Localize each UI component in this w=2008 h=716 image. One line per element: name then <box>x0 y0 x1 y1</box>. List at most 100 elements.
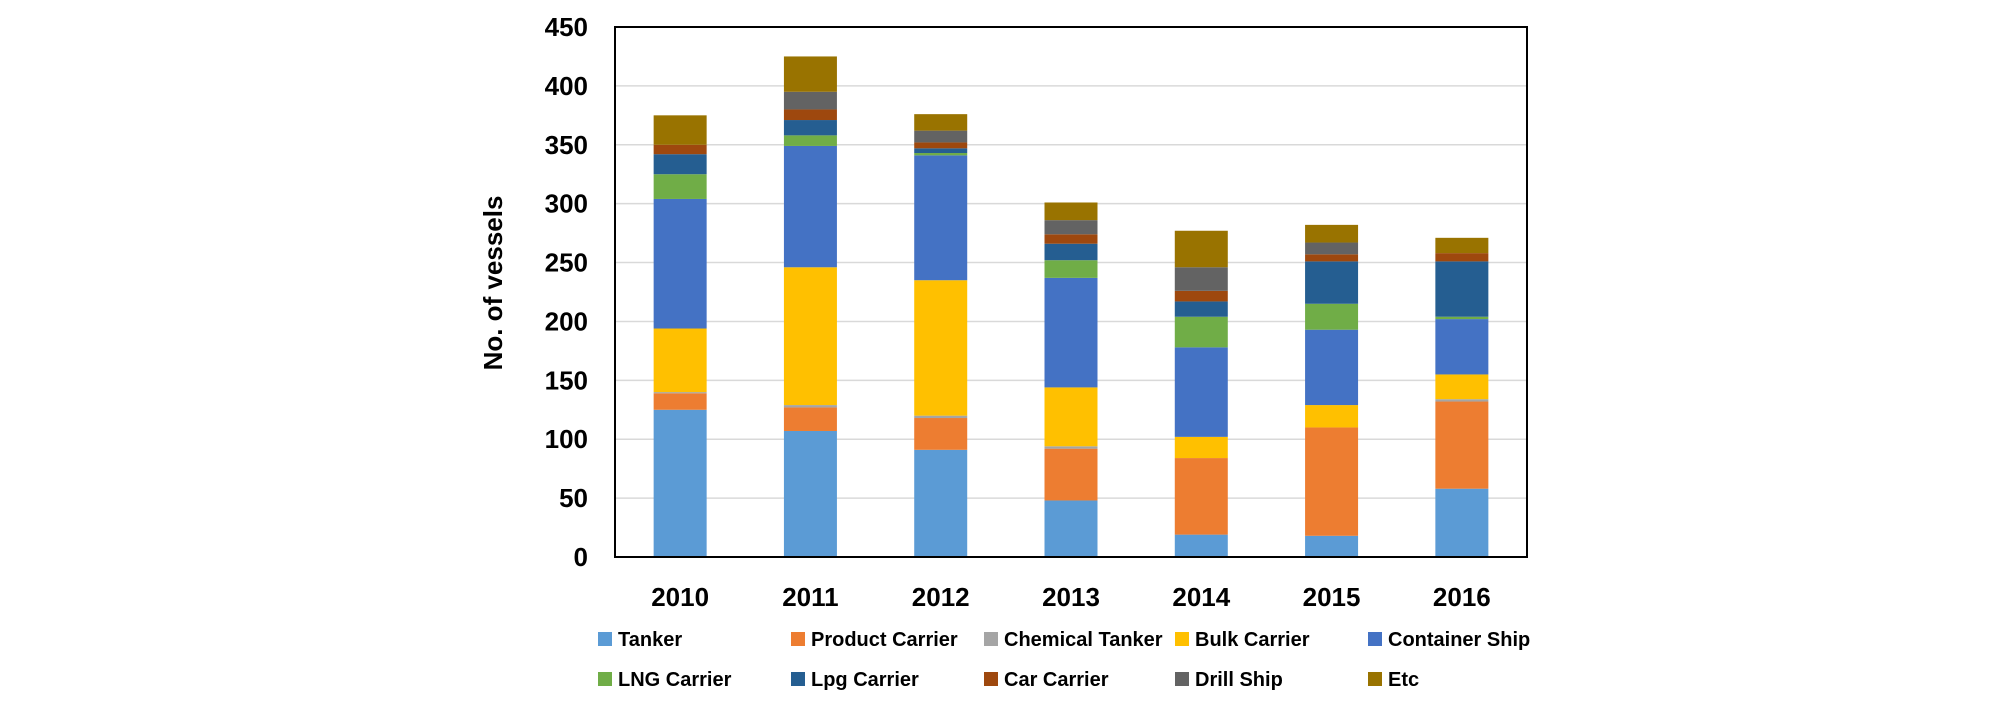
legend-swatch <box>598 672 612 686</box>
bar-segment-etc <box>1435 237 1489 254</box>
bar-segment-etc <box>1305 224 1359 243</box>
bar-segment-drill-ship <box>1044 220 1098 235</box>
bar-segment-container-ship <box>1174 347 1228 437</box>
bar-segment-lng-carrier <box>1174 316 1228 348</box>
legend-label: Container Ship <box>1388 629 1530 651</box>
bar-segment-tanker <box>914 449 968 557</box>
legend-label: Chemical Tanker <box>1004 629 1163 651</box>
bar-segment-lpg-carrier <box>1044 243 1098 261</box>
y-axis-title: No. of vessels <box>478 196 508 371</box>
legend-swatch <box>791 672 805 686</box>
bar-segment-car-carrier <box>1044 234 1098 244</box>
x-tick-label: 2013 <box>1042 582 1100 612</box>
bar-segment-tanker <box>1435 488 1489 557</box>
bar-segment-etc <box>783 56 837 92</box>
y-tick-label: 350 <box>545 130 588 160</box>
y-tick-label: 400 <box>545 71 588 101</box>
bar-segment-car-carrier <box>653 144 707 155</box>
bar-segment-product-carrier <box>914 418 968 450</box>
bar-segment-lpg-carrier <box>1305 261 1359 304</box>
bar-segment-lpg-carrier <box>914 148 968 154</box>
bar-segment-lng-carrier <box>783 135 837 146</box>
bar-segment-chemical-tanker <box>1435 399 1489 402</box>
bar-segment-product-carrier <box>653 393 707 410</box>
legend-item: Drill Ship <box>1175 669 1283 691</box>
bar-segment-tanker <box>783 430 837 557</box>
bar-segment-lpg-carrier <box>1174 301 1228 317</box>
bar-segment-container-ship <box>1305 329 1359 406</box>
legend-swatch <box>984 672 998 686</box>
bar-segment-bulk-carrier <box>1174 436 1228 459</box>
bar-stack-2016 <box>1435 237 1489 557</box>
bar-segment-container-ship <box>914 155 968 281</box>
bar-segment-product-carrier <box>783 407 837 431</box>
bar-segment-bulk-carrier <box>1435 374 1489 400</box>
bar-segment-lng-carrier <box>914 153 968 156</box>
x-axis-ticks: 2010 2011 2012 2013 2014 2015 2016 <box>651 582 1491 612</box>
bar-segment-tanker <box>1044 500 1098 557</box>
bars <box>653 56 1489 557</box>
bar-segment-bulk-carrier <box>1305 405 1359 428</box>
bar-segment-bulk-carrier <box>914 280 968 416</box>
bar-segment-product-carrier <box>1435 401 1489 489</box>
legend-label: Tanker <box>618 629 682 651</box>
bar-segment-container-ship <box>783 145 837 268</box>
bar-segment-drill-ship <box>1174 267 1228 291</box>
bar-segment-tanker <box>1174 534 1228 557</box>
bar-segment-car-carrier <box>1305 254 1359 262</box>
x-tick-label: 2014 <box>1172 582 1230 612</box>
x-tick-label: 2016 <box>1433 582 1491 612</box>
bar-segment-tanker <box>1305 535 1359 557</box>
bar-segment-bulk-carrier <box>1044 387 1098 447</box>
bar-segment-chemical-tanker <box>1044 446 1098 449</box>
y-tick-label: 450 <box>545 12 588 42</box>
bar-segment-lng-carrier <box>1305 303 1359 330</box>
y-tick-label: 100 <box>545 424 588 454</box>
bar-segment-lpg-carrier <box>1435 261 1489 317</box>
bar-segment-product-carrier <box>1305 427 1359 536</box>
bar-segment-drill-ship <box>914 130 968 143</box>
bar-segment-bulk-carrier <box>783 267 837 406</box>
bar-segment-drill-ship <box>1305 242 1359 255</box>
y-tick-label: 0 <box>574 542 588 572</box>
legend-swatch <box>1368 632 1382 646</box>
bar-segment-tanker <box>653 409 707 557</box>
legend-swatch <box>598 632 612 646</box>
bar-segment-container-ship <box>653 198 707 329</box>
bar-segment-chemical-tanker <box>783 405 837 408</box>
legend-label: Product Carrier <box>811 629 958 651</box>
bar-segment-lng-carrier <box>653 174 707 199</box>
bar-segment-car-carrier <box>1435 253 1489 262</box>
legend-swatch <box>1368 672 1382 686</box>
bar-segment-lng-carrier <box>1435 316 1489 320</box>
y-tick-label: 150 <box>545 365 588 395</box>
bar-segment-chemical-tanker <box>914 415 968 419</box>
x-tick-label: 2015 <box>1303 582 1361 612</box>
bar-segment-container-ship <box>1435 319 1489 375</box>
x-tick-label: 2012 <box>912 582 970 612</box>
legend-swatch <box>1175 632 1189 646</box>
legend-swatch <box>984 632 998 646</box>
x-tick-label: 2011 <box>782 582 838 612</box>
legend-label: Car Carrier <box>1004 669 1109 691</box>
legend-item: Tanker <box>598 629 682 651</box>
bar-segment-bulk-carrier <box>653 328 707 393</box>
legend-item: Product Carrier <box>791 629 958 651</box>
legend-item: Bulk Carrier <box>1175 629 1310 651</box>
legend-item: Container Ship <box>1368 629 1530 651</box>
bar-segment-car-carrier <box>1174 290 1228 302</box>
plot-area-frame <box>614 26 1528 558</box>
bar-stack-2014 <box>1174 230 1228 557</box>
bar-segment-etc <box>914 114 968 131</box>
y-tick-label: 250 <box>545 248 588 278</box>
legend-label: Lpg Carrier <box>811 669 919 691</box>
bar-segment-drill-ship <box>783 91 837 110</box>
bar-stack-2011 <box>783 56 837 557</box>
legend-label: LNG Carrier <box>618 669 732 691</box>
bar-segment-product-carrier <box>1174 458 1228 535</box>
bar-segment-chemical-tanker <box>653 392 707 394</box>
legend-item: Chemical Tanker <box>984 629 1163 651</box>
bar-segment-etc <box>653 115 707 145</box>
bar-segment-car-carrier <box>914 142 968 149</box>
bar-stack-2012 <box>914 114 968 557</box>
